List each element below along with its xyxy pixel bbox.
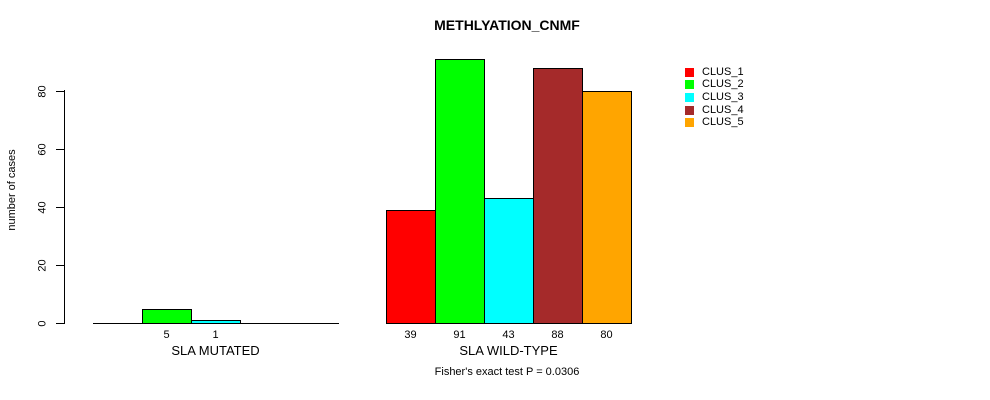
y-axis-tick [56,91,64,92]
y-axis-tick [56,323,64,324]
bar-clus-2 [142,308,192,323]
y-axis-line [64,90,65,324]
legend-item: CLUS_4 [685,104,744,117]
group-baseline [93,323,339,324]
legend-swatch [685,105,694,115]
stat-annotation: Fisher's exact test P = 0.0306 [434,366,580,378]
bar-clus-3 [484,198,534,323]
legend-item: CLUS_1 [685,66,744,79]
bar-clus-2 [435,59,485,323]
legend-label: CLUS_3 [702,90,744,103]
y-tick-label: 20 [36,258,49,272]
bar-value-label: 39 [404,329,417,341]
y-axis-label: number of cases [6,149,18,231]
y-tick-label: 60 [36,142,49,156]
bar-value-label: 91 [453,329,466,341]
legend: CLUS_1 CLUS_2 CLUS_3 CLUS_4 CLUS_5 [685,66,744,129]
bar-value-label: 1 [212,329,219,341]
bar-clus-3 [191,320,241,323]
legend-label: CLUS_4 [702,103,744,116]
legend-swatch [685,80,694,90]
y-axis-tick [56,149,64,150]
group-label: SLA MUTATED [171,343,260,358]
legend-item: CLUS_3 [685,91,744,104]
legend-label: CLUS_1 [702,65,744,78]
legend-swatch [685,92,694,102]
bar-clus-5 [582,91,632,323]
y-tick-label: 80 [36,84,49,98]
y-axis-tick [56,207,64,208]
bar-value-label: 88 [551,329,564,341]
y-axis-tick [56,265,64,266]
legend-item: CLUS_5 [685,116,744,129]
legend-swatch [685,118,694,128]
chart-title: METHLYATION_CNMF [434,17,580,33]
legend-label: CLUS_5 [702,116,744,129]
bar-clus-1 [386,209,436,323]
bar-value-label: 80 [600,329,613,341]
legend-label: CLUS_2 [702,78,744,91]
legend-swatch [685,67,694,77]
group-baseline [386,323,632,324]
y-tick-label: 0 [36,319,49,327]
y-tick-label: 40 [36,200,49,214]
legend-item: CLUS_2 [685,79,744,92]
bar-value-label: 43 [502,329,515,341]
bar-clus-4 [533,67,583,323]
bar-value-label: 5 [163,329,170,341]
group-label: SLA WILD-TYPE [459,343,558,358]
